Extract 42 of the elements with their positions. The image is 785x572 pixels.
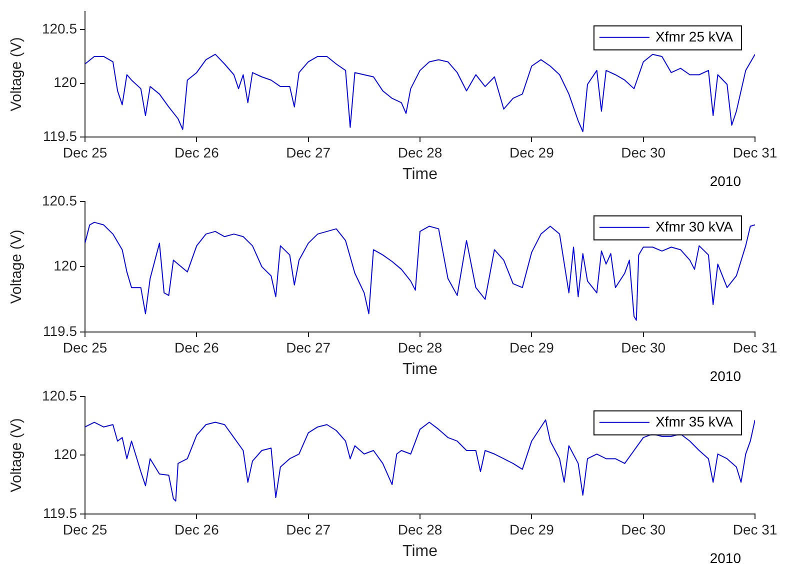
x-tick-label: Dec 27 bbox=[286, 144, 331, 160]
y-tick-label: 120 bbox=[54, 258, 78, 274]
x-tick-label: Dec 28 bbox=[398, 339, 442, 356]
x-tick-label: Dec 27 bbox=[286, 521, 331, 538]
y-tick-label: 119.5 bbox=[43, 322, 78, 339]
x-tick-label: Dec 28 bbox=[398, 144, 442, 160]
legend-label: Xfmr 35 kVA bbox=[655, 413, 734, 430]
y-tick-label: 120.5 bbox=[42, 20, 78, 37]
y-tick-label: 120 bbox=[54, 74, 78, 90]
x-tick-label: Dec 31 bbox=[732, 521, 778, 538]
x-tick-label: Dec 29 bbox=[509, 521, 554, 538]
x-tick-label: Dec 30 bbox=[621, 339, 666, 356]
x-tick-label: Dec 27 bbox=[286, 339, 331, 356]
y-axis-title: Voltage (V) bbox=[8, 37, 26, 112]
x-axis-title: Time bbox=[402, 542, 438, 560]
x-tick-label: Dec 31 bbox=[732, 339, 778, 356]
y-axis-title: Voltage (V) bbox=[8, 230, 26, 304]
x-tick-label: Dec 25 bbox=[62, 339, 108, 356]
x-tick-label: Dec 26 bbox=[174, 339, 220, 356]
legend-label: Xfmr 30 kVA bbox=[655, 218, 734, 234]
x-tick-label: Dec 28 bbox=[398, 521, 442, 538]
x-tick-label: Dec 25 bbox=[62, 144, 108, 160]
x-tick-label: Dec 26 bbox=[174, 144, 220, 160]
x-tick-label: Dec 30 bbox=[621, 144, 666, 160]
text: 2010 bbox=[710, 368, 742, 384]
x-tick-label: Dec 29 bbox=[509, 144, 554, 160]
y-axis-title: Voltage (V) bbox=[8, 418, 26, 492]
y-tick-label: 120 bbox=[54, 446, 78, 462]
y-tick-label: 119.5 bbox=[43, 128, 78, 144]
x-tick-label: Dec 31 bbox=[732, 144, 778, 160]
x-tick-label: Dec 30 bbox=[621, 521, 666, 538]
x-axis-title: Time bbox=[402, 166, 438, 183]
x-axis-title: Time bbox=[402, 360, 438, 378]
x-tick-label: Dec 29 bbox=[509, 339, 554, 356]
x-tick-label: Dec 26 bbox=[174, 521, 220, 538]
y-tick-label: 120.5 bbox=[42, 387, 78, 404]
text: 2010 bbox=[710, 550, 742, 566]
legend-label: Xfmr 25 kVA bbox=[655, 28, 734, 44]
y-tick-label: 119.5 bbox=[43, 504, 78, 521]
x-tick-label: Dec 25 bbox=[62, 521, 108, 538]
y-tick-label: 120.5 bbox=[42, 192, 78, 208]
text: 2010 bbox=[710, 172, 742, 189]
